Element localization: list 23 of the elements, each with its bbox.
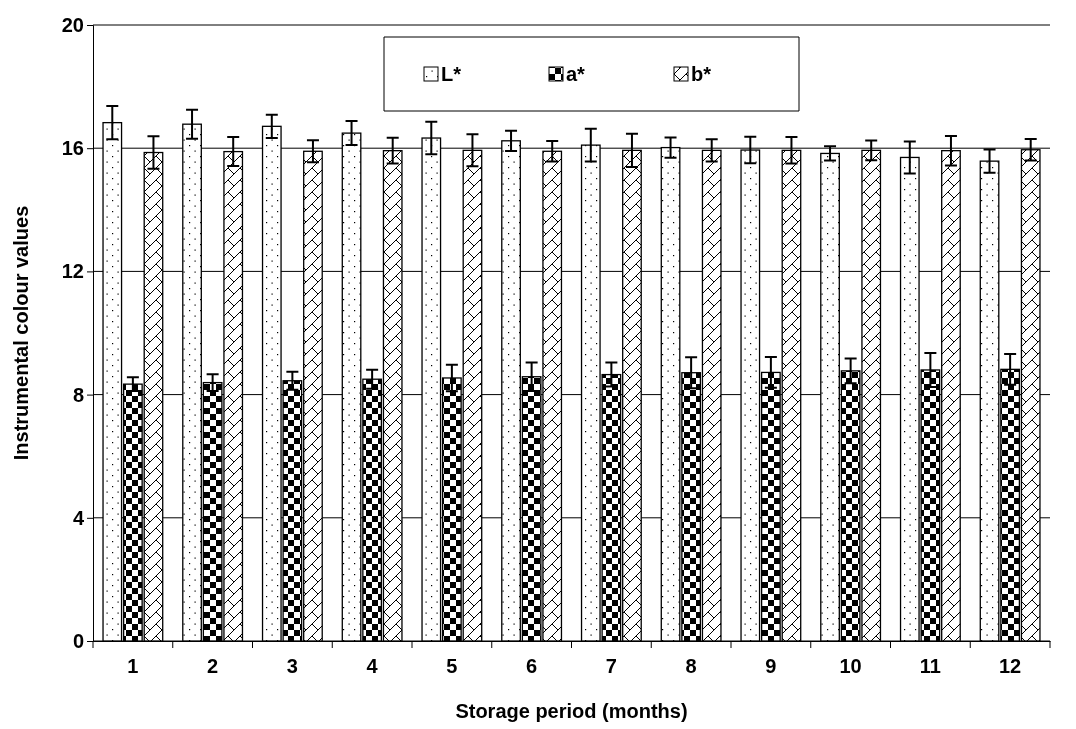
x-tick-label: 8: [685, 655, 697, 678]
x-tick-label: 7: [605, 655, 617, 678]
x-tick-label: 9: [765, 655, 777, 678]
x-tick-label: 6: [526, 655, 538, 678]
y-tick-label: 20: [61, 13, 84, 36]
x-tick-label: 11: [919, 655, 941, 678]
x-tick-label: 3: [286, 655, 298, 678]
x-tick-label: 5: [446, 655, 458, 678]
y-tick-label: 16: [61, 137, 84, 160]
x-tick-label: 4: [366, 655, 379, 678]
x-tick-label: 1: [127, 655, 139, 678]
legend-label: a*: [566, 63, 586, 85]
x-tick-label: 10: [839, 655, 862, 678]
x-axis-title: Storage period (months): [455, 700, 688, 722]
y-tick-label: 0: [72, 629, 84, 652]
y-tick-label: 12: [61, 260, 84, 283]
x-tick-label: 2: [207, 655, 219, 678]
y-axis-title: Instrumental colour values: [10, 205, 32, 461]
x-tick-label: 12: [999, 655, 1022, 678]
y-tick-label: 8: [72, 383, 84, 406]
legend-label: L*: [441, 63, 462, 85]
y-tick-label: 4: [72, 506, 85, 529]
legend-label: b*: [691, 63, 712, 85]
